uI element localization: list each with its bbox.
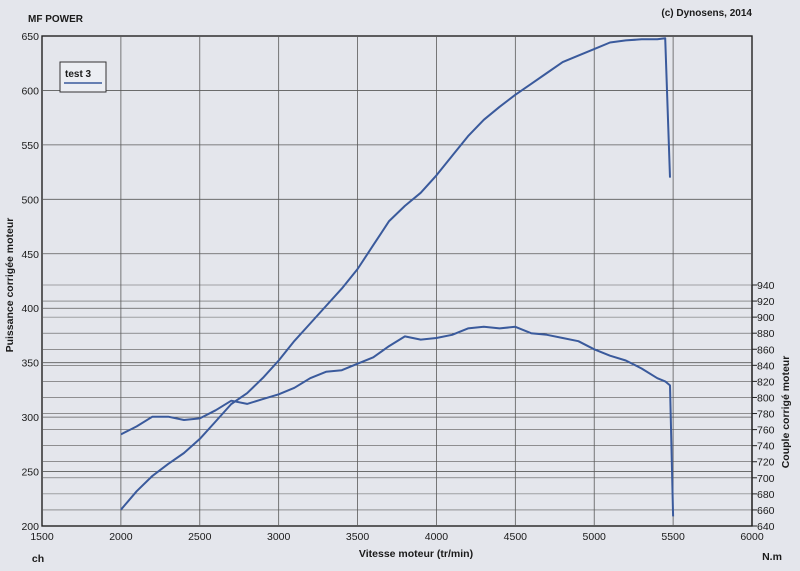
legend-box xyxy=(59,61,107,93)
y2-tick-label: 860 xyxy=(757,344,775,356)
x-tick-label: 5500 xyxy=(661,531,685,543)
x-tick-label: 3000 xyxy=(267,531,291,543)
plot-frame xyxy=(41,35,753,527)
x-tick-label: 1500 xyxy=(30,531,54,543)
y-axis-label: Puissance corrigée moteur xyxy=(4,218,16,353)
x-tick-label: 3500 xyxy=(346,531,370,543)
y2-tick-label: 820 xyxy=(757,376,775,388)
x-axis-label: Vitesse moteur (tr/min) xyxy=(359,548,473,560)
y-tick-label: 250 xyxy=(21,467,39,479)
y-tick-label: 400 xyxy=(21,303,39,315)
y2-tick-label: 920 xyxy=(757,296,775,308)
copyright-text: (c) Dynosens, 2014 xyxy=(661,8,752,19)
y2-tick-label: 880 xyxy=(757,328,775,340)
x-tick-label: 2500 xyxy=(188,531,212,543)
y2-tick-label: 780 xyxy=(757,409,775,421)
y2-tick-label: 660 xyxy=(757,505,775,517)
y2-tick-label: 680 xyxy=(757,489,775,501)
y2-tick-label: 740 xyxy=(757,441,775,453)
x-tick-label: 4000 xyxy=(425,531,449,543)
tick-layer: 1500 2000 2500 3000 3500 4000 4500 5000 5500 6000… xyxy=(21,31,774,543)
chart-title: MF POWER xyxy=(28,14,84,25)
y-tick-label: 200 xyxy=(21,521,39,533)
y-tick-label: 500 xyxy=(21,194,39,206)
y-tick-label: 650 xyxy=(21,31,39,43)
x-tick-label: 4500 xyxy=(504,531,528,543)
x-tick-label: 6000 xyxy=(740,531,764,543)
y2-tick-label: 900 xyxy=(757,312,775,324)
grid-layer xyxy=(41,35,753,527)
y-tick-label: 350 xyxy=(21,358,39,370)
y-tick-label: 600 xyxy=(21,85,39,97)
y2-tick-label: 940 xyxy=(757,280,775,292)
y2-tick-label: 720 xyxy=(757,457,775,469)
y2-tick-label: 700 xyxy=(757,473,775,485)
x-tick-label: 2000 xyxy=(109,531,133,543)
power-curve xyxy=(120,37,671,511)
y-tick-label: 550 xyxy=(21,140,39,152)
y-unit-label: ch xyxy=(32,553,44,565)
y-tick-label: 450 xyxy=(21,249,39,261)
legend: test 3 xyxy=(59,61,107,93)
y-tick-label: 300 xyxy=(21,412,39,424)
y2-axis-label: Couple corrigé moteur xyxy=(780,356,792,469)
y2-tick-label: 800 xyxy=(757,392,775,404)
y2-tick-label: 760 xyxy=(757,425,775,437)
legend-label: test 3 xyxy=(65,69,92,80)
x-tick-label: 5000 xyxy=(583,531,607,543)
y2-tick-label: 840 xyxy=(757,360,775,372)
series-layer xyxy=(120,37,675,517)
y2-tick-label: 640 xyxy=(757,521,775,533)
torque-curve xyxy=(120,325,675,517)
x-unit-label: N.m xyxy=(762,551,782,563)
